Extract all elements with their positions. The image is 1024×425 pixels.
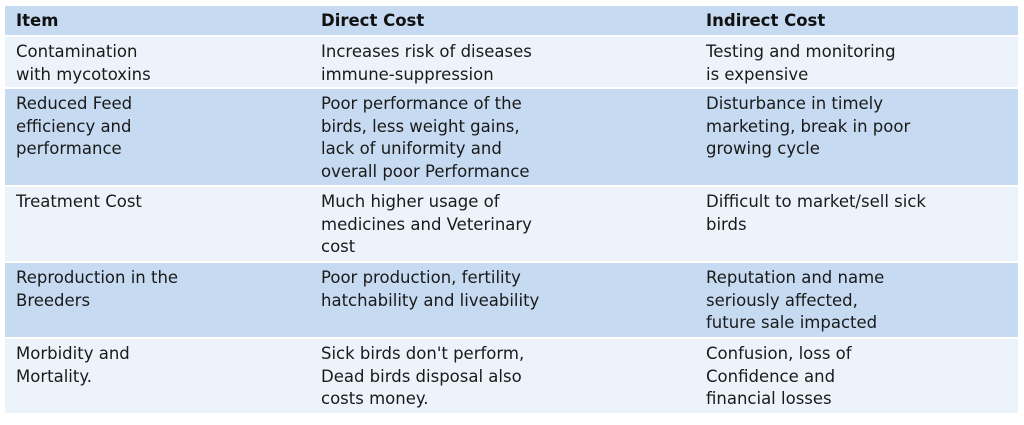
column-header-item: Item xyxy=(16,11,59,30)
indirect-cost-cell: Difficult to market/sell sick birds xyxy=(706,192,926,234)
item-cell: Reduced Feed efficiency and performance xyxy=(16,94,133,159)
item-cell: Treatment Cost xyxy=(16,192,142,211)
indirect-cost-cell: Testing and monitoring is expensive xyxy=(706,42,896,84)
indirect-cost-cell: Reputation and name seriously affected, … xyxy=(706,268,885,333)
item-cell: Morbidity and Mortality. xyxy=(16,344,130,386)
item-cell: Contamination with mycotoxins xyxy=(16,42,151,84)
direct-cost-cell: Increases risk of diseases immune-suppre… xyxy=(321,42,532,84)
item-cell: Reproduction in the Breeders xyxy=(16,268,179,310)
table-header-row: Item Direct Cost Indirect Cost xyxy=(5,6,1018,36)
cost-table-container: Item Direct Cost Indirect Cost Contamina… xyxy=(5,6,1018,413)
cost-table: Item Direct Cost Indirect Cost Contamina… xyxy=(5,6,1018,413)
table-row: Morbidity and Mortality. Sick birds don'… xyxy=(5,338,1018,413)
direct-cost-cell: Much higher usage of medicines and Veter… xyxy=(321,192,532,257)
direct-cost-cell: Poor performance of the birds, less weig… xyxy=(321,94,530,181)
column-header-indirect-cost: Indirect Cost xyxy=(706,11,826,30)
indirect-cost-cell: Disturbance in timely marketing, break i… xyxy=(706,94,911,159)
table-row: Treatment Cost Much higher usage of medi… xyxy=(5,186,1018,262)
indirect-cost-cell: Confusion, loss of Confidence and financ… xyxy=(706,344,852,409)
table-row: Reproduction in the Breeders Poor produc… xyxy=(5,262,1018,338)
table-row: Contamination with mycotoxins Increases … xyxy=(5,36,1018,88)
column-header-direct-cost: Direct Cost xyxy=(321,11,425,30)
direct-cost-cell: Poor production, fertility hatchability … xyxy=(321,268,540,310)
direct-cost-cell: Sick birds don't perform, Dead birds dis… xyxy=(321,344,525,409)
table-row: Reduced Feed efficiency and performance … xyxy=(5,88,1018,186)
